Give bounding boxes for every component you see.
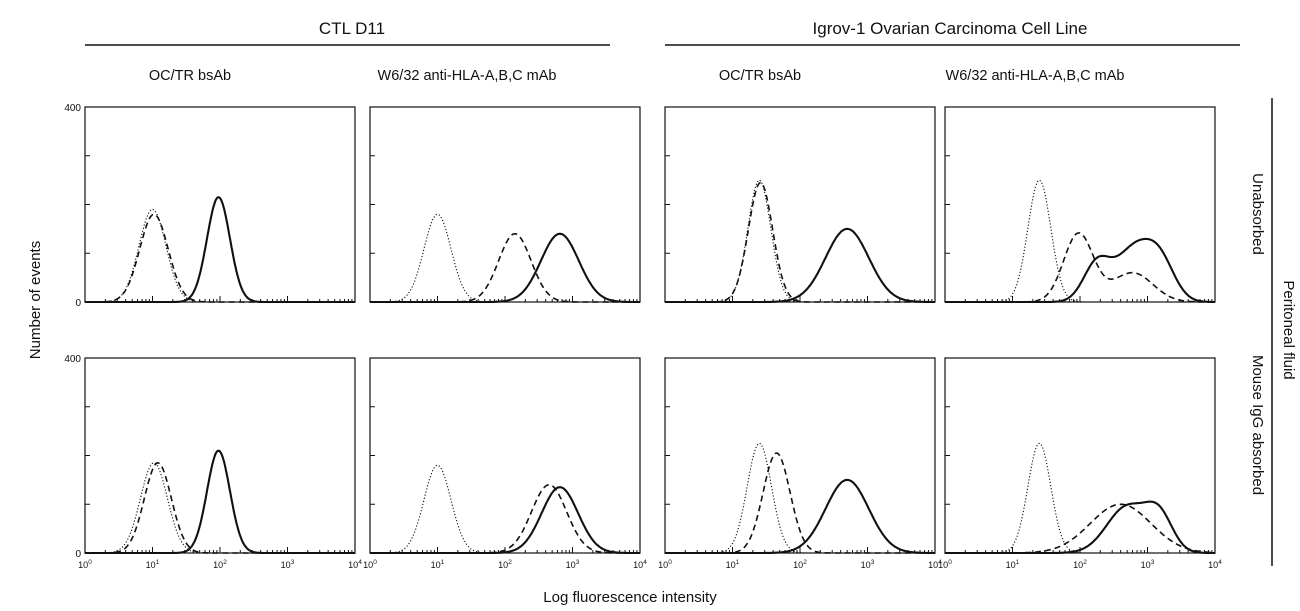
column-title-3: OC/TR bsAb <box>719 68 801 84</box>
histogram-curve-dashed <box>370 483 640 554</box>
y-tick-label-0: 0 <box>75 549 81 560</box>
y-tick-label-400: 400 <box>64 103 81 114</box>
histogram-panel-r1-c1: 0 400 <box>64 103 356 309</box>
x-tick-label: 100 <box>938 559 952 570</box>
histogram-curve-dashed <box>85 213 355 303</box>
y-tick-label-400: 400 <box>64 354 81 365</box>
panel-frame <box>944 357 1216 554</box>
row-label-unabsorbed: Unabsorbed <box>1249 173 1266 255</box>
histogram-curve-dashed <box>85 461 355 554</box>
x-tick-label: 103 <box>566 559 580 570</box>
histogram-curve-solid <box>944 237 1216 304</box>
histogram-curve-dashed <box>665 452 935 554</box>
x-tick-label: 102 <box>793 559 807 570</box>
y-tick-label-0: 0 <box>75 298 81 309</box>
histogram-curve-dotted <box>85 462 355 554</box>
panel-frame <box>664 106 936 303</box>
group-title-igrov-1: Igrov-1 Ovarian Carcinoma Cell Line <box>813 19 1088 38</box>
column-title-1: OC/TR bsAb <box>149 68 231 84</box>
histogram-curve-dotted <box>370 213 640 303</box>
x-tick-label: 104 <box>928 559 942 570</box>
histogram-curve-dashed <box>945 232 1215 303</box>
histogram-curve-solid <box>664 227 936 304</box>
histogram-curve-solid <box>84 196 356 304</box>
histogram-curve-solid <box>84 449 356 555</box>
x-tick-label: 103 <box>1141 559 1155 570</box>
y-axis-title: Number of events <box>27 241 44 359</box>
x-tick-label: 104 <box>633 559 647 570</box>
histogram-curve-solid <box>369 232 641 304</box>
panel-frame <box>369 106 641 303</box>
x-tick-label: 101 <box>431 559 445 570</box>
histogram-curve-dotted <box>665 179 935 303</box>
x-tick-label: 101 <box>1006 559 1020 570</box>
panel-frame <box>664 357 936 554</box>
group-title-ctl-d11: CTL D11 <box>319 19 385 38</box>
histogram-panel-r1-c2 <box>369 106 641 304</box>
x-tick-label: 102 <box>498 559 512 570</box>
histogram-panel-r2-c3: 100 101 102 103 104 <box>658 357 942 570</box>
x-tick-label: 101 <box>726 559 740 570</box>
histogram-curve-dotted <box>85 208 355 303</box>
x-axis-title: Log fluorescence intensity <box>543 589 717 606</box>
histogram-curve-solid <box>664 478 936 555</box>
histogram-curve-dotted <box>370 464 640 554</box>
column-title-2: W6/32 anti-HLA-A,B,C mAb <box>378 68 557 84</box>
x-tick-label: 101 <box>146 559 160 570</box>
side-label-peritoneal-fluid: Peritoneal fluid <box>1280 280 1297 379</box>
x-tick-label: 104 <box>1208 559 1222 570</box>
histogram-panel-r2-c2: 100 101 102 103 104 <box>363 357 647 570</box>
figure-labels: CTL D11 Igrov-1 Ovarian Carcinoma Cell L… <box>27 19 1297 606</box>
panel-frame <box>84 357 356 554</box>
x-tick-label: 102 <box>1073 559 1087 570</box>
histogram-panel-r2-c4: 100 101 102 103 104 <box>938 357 1222 570</box>
histogram-panel-r1-c3 <box>664 106 936 304</box>
histogram-curve-solid <box>369 486 641 555</box>
column-title-4: W6/32 anti-HLA-A,B,C mAb <box>946 68 1125 84</box>
x-tick-label: 100 <box>658 559 672 570</box>
histogram-panel-r2-c1: 0 400 100 101 102 103 104 <box>64 354 362 570</box>
x-tick-label: 100 <box>363 559 377 570</box>
histogram-curve-solid <box>944 500 1216 555</box>
histogram-curve-dashed <box>370 233 640 303</box>
panel-frame <box>369 357 641 554</box>
x-tick-label: 103 <box>861 559 875 570</box>
histogram-curve-dotted <box>945 442 1215 554</box>
histogram-curve-dashed <box>665 181 935 303</box>
x-tick-label: 100 <box>78 559 92 570</box>
panel-frame <box>84 106 356 303</box>
row-label-mouse-igg-absorbed: Mouse IgG absorbed <box>1249 355 1266 495</box>
histogram-panel-r1-c4 <box>944 106 1216 304</box>
histogram-curve-dashed <box>945 503 1215 554</box>
histogram-curve-dotted <box>665 442 935 554</box>
x-tick-label: 103 <box>281 559 295 570</box>
x-tick-label: 104 <box>348 559 362 570</box>
x-tick-label: 102 <box>213 559 227 570</box>
